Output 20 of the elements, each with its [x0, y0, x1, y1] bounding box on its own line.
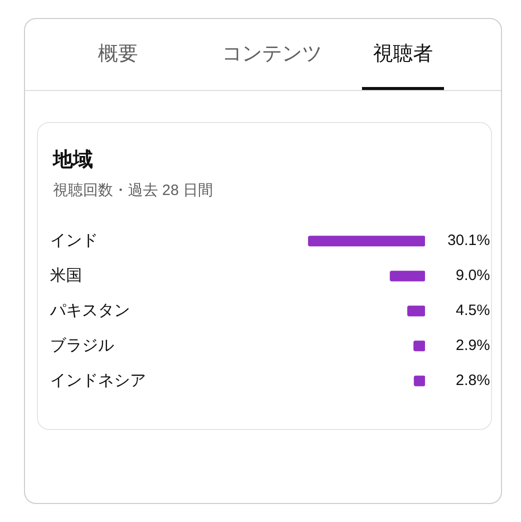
text: 視聴回数・過去 28 日間	[53, 181, 214, 200]
data-label: 2.8%	[456, 372, 490, 390]
y-tick-label: 米国	[50, 266, 82, 284]
y-tick-label: ブラジル	[50, 336, 114, 354]
y-tick-label: インド	[50, 232, 98, 250]
data-label: 9.0%	[456, 267, 490, 284]
text: 視聴者	[372, 42, 434, 67]
text: 概要	[97, 42, 139, 67]
bar	[407, 306, 425, 316]
data-label: 2.9%	[456, 337, 490, 354]
y-tick-label: インドネシア	[50, 372, 146, 390]
bar	[308, 236, 425, 246]
data-label: 30.1%	[447, 232, 490, 250]
text: コンテンツ	[221, 42, 323, 67]
data-label: 4.5%	[456, 302, 490, 320]
text: 地域	[53, 148, 93, 173]
bar	[414, 376, 425, 386]
bar	[390, 270, 425, 282]
bar	[413, 340, 425, 352]
y-tick-label: パキスタン	[49, 302, 130, 320]
